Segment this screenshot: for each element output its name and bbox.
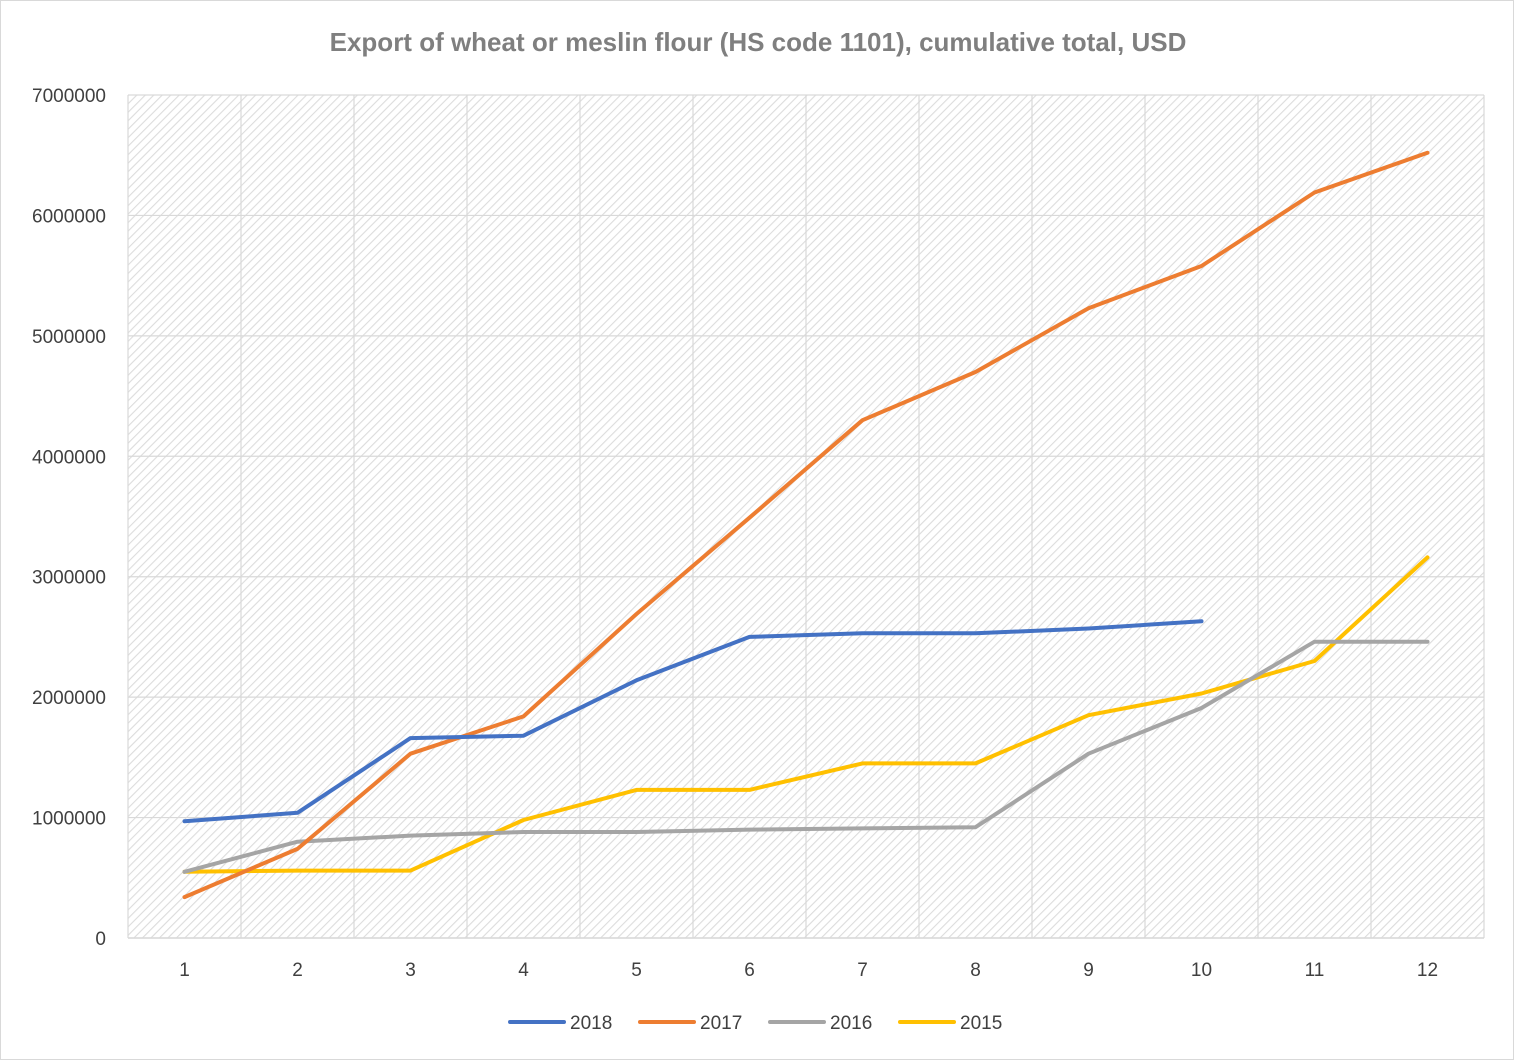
x-tick-label: 3 <box>405 960 416 981</box>
x-tick-label: 10 <box>1191 960 1212 981</box>
x-tick-label: 6 <box>744 960 755 981</box>
x-tick-label: 5 <box>631 960 642 981</box>
x-tick-label: 11 <box>1305 960 1325 981</box>
x-tick-label: 7 <box>857 960 868 981</box>
grid-lines <box>127 94 1485 939</box>
series-line-2018 <box>182 619 1204 824</box>
series-line-2015 <box>182 555 1430 874</box>
legend-label: 2016 <box>830 1013 872 1034</box>
legend-label: 2015 <box>960 1013 1002 1034</box>
y-tick-label: 4000000 <box>32 447 106 468</box>
y-tick-label: 6000000 <box>32 206 106 227</box>
y-tick-label: 3000000 <box>32 568 106 589</box>
x-tick-label: 9 <box>1083 960 1094 981</box>
series-line-2017 <box>182 150 1430 900</box>
x-tick-label: 12 <box>1417 960 1438 981</box>
x-axis-tick-labels: 1 2 3 4 5 6 7 8 9 10 11 12 <box>179 960 1438 981</box>
y-tick-label: 7000000 <box>32 86 106 107</box>
y-axis-tick-labels: 0 1000000 2000000 3000000 4000000 5000000 6000… <box>32 86 106 950</box>
legend-label: 2017 <box>700 1013 742 1034</box>
y-tick-label: 0 <box>95 929 106 950</box>
y-tick-label: 5000000 <box>32 327 106 348</box>
chart-title: Export of wheat or meslin flour (HS code… <box>330 27 1187 57</box>
y-tick-label: 2000000 <box>32 688 106 709</box>
legend: 2018 2017 2016 2015 <box>508 1013 1002 1034</box>
x-tick-label: 2 <box>292 960 303 981</box>
series-line-2016 <box>182 639 1430 874</box>
legend-label: 2018 <box>570 1013 612 1034</box>
x-tick-label: 8 <box>970 960 981 981</box>
x-tick-label: 4 <box>518 960 529 981</box>
x-tick-label: 1 <box>179 960 190 981</box>
y-tick-label: 1000000 <box>32 809 106 830</box>
series-lines <box>182 150 1430 900</box>
